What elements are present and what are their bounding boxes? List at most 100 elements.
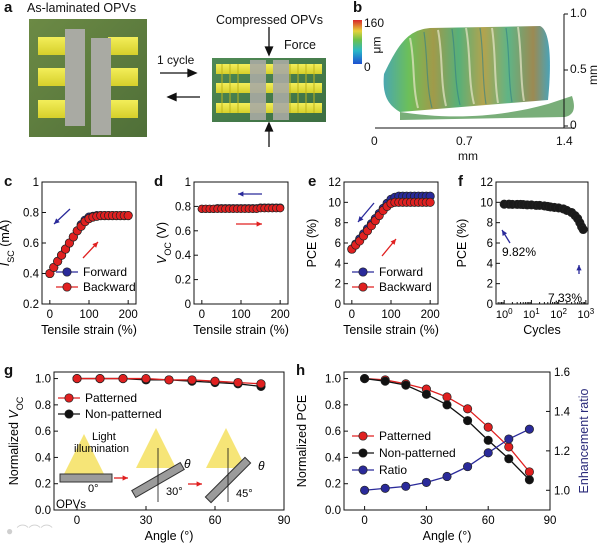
angle-label-0: 0° <box>88 483 99 495</box>
colorbar-tick-160: 160 <box>364 16 385 30</box>
y-axis-label: ISC (mA) <box>0 220 16 267</box>
legend-marker <box>358 282 368 292</box>
data-point <box>421 389 431 399</box>
legend-label: Patterned <box>85 391 137 405</box>
y-tick-label: 0.6 <box>35 426 51 438</box>
y-tick-label: 0.4 <box>175 250 192 262</box>
data-point <box>95 374 105 384</box>
b-ytick-05: 0.5 <box>570 62 587 76</box>
data-point <box>578 224 588 235</box>
y-tick-label: 0.8 <box>35 400 51 412</box>
y-tick-label: 6 <box>335 238 341 250</box>
data-point <box>425 197 435 207</box>
theta-label-45: θ <box>258 459 265 473</box>
data-point <box>360 485 370 495</box>
annotation-end: 7.33% <box>548 291 582 305</box>
panel-label-b: b <box>353 0 363 16</box>
y2-tick-label: 1.2 <box>554 446 570 458</box>
y-tick-label: 0.8 <box>325 400 341 412</box>
x-tick-label: 0 <box>199 309 205 321</box>
legend-marker <box>358 448 368 458</box>
y2-axis-label: Enhancement ratio <box>577 388 591 493</box>
x-tick-label: 103 <box>577 307 594 322</box>
y-tick-label: 0 <box>487 299 493 311</box>
x-axis-label: Tensile strain (%) <box>193 323 289 337</box>
data-point <box>118 374 128 384</box>
y-tick-label: 0.6 <box>175 226 191 238</box>
x-axis-label: Tensile strain (%) <box>343 323 439 337</box>
x-tick-label: 60 <box>482 515 495 527</box>
y-tick-label: 1 <box>33 177 39 189</box>
surface-topography-3d <box>353 13 574 129</box>
light-beam <box>64 434 104 474</box>
annotation-start: 9.82% <box>502 245 536 259</box>
b-ytick-0: 0 <box>570 118 577 132</box>
step-arrow-1-head <box>122 475 128 481</box>
x-tick-label: 100 <box>79 309 98 321</box>
plot-frame <box>193 181 289 305</box>
y-tick-label: 10 <box>328 197 341 209</box>
legend-label: Ratio <box>379 463 407 477</box>
data-point <box>442 471 452 482</box>
x-tick-label: 30 <box>420 515 433 527</box>
y-tick-label: 0.2 <box>325 479 341 491</box>
legend-label: Backward <box>379 280 432 294</box>
data-point <box>256 379 266 389</box>
data-point <box>401 481 411 491</box>
opv-label: OPVs <box>56 499 86 511</box>
data-point <box>442 400 452 410</box>
y-tick-label: 0.2 <box>23 299 39 311</box>
compressed-device <box>212 58 326 122</box>
chart-voc-vs-strain: 0 100 200 0 0.2 0.4 0.6 0.8 1 Tensile strain (%) V… <box>155 177 290 337</box>
panel-label-d: d <box>154 173 164 190</box>
y-tick-label: 0.4 <box>325 452 342 464</box>
y-tick-label: 8 <box>335 218 341 230</box>
light-beam <box>136 428 176 468</box>
x-tick-label: 101 <box>523 307 540 322</box>
y-axis-label: PCE (%) <box>305 219 319 268</box>
colorbar <box>353 20 362 64</box>
data-point <box>210 376 220 386</box>
legend-marker <box>64 393 74 403</box>
colorbar-tick-0: 0 <box>364 60 371 74</box>
b-yunit: mm <box>586 65 600 85</box>
data-point <box>483 448 493 458</box>
cycle-arrows <box>160 68 200 102</box>
forward-arrow-head <box>54 218 60 224</box>
y-axis-label: Normalized VOC <box>7 396 25 485</box>
panel-label-f: f <box>458 173 463 190</box>
y-tick-label: 6 <box>487 238 493 250</box>
y-tick-label: 0.2 <box>35 479 51 491</box>
angle-label-45: 45° <box>236 488 253 500</box>
panel-label-e: e <box>308 173 317 190</box>
y-axis-label: Normalized PCE <box>295 395 309 487</box>
legend-marker <box>64 409 74 419</box>
backward-arrow-head <box>390 239 396 245</box>
x-tick-label: 100 <box>231 309 250 321</box>
y-tick-label: 2 <box>487 279 493 291</box>
b-xtick-07: 0.7 <box>456 134 473 148</box>
legend-label: Forward <box>379 265 423 279</box>
legend-label: Backward <box>83 280 136 294</box>
force-arrows <box>264 27 274 147</box>
x-tick-label: 0 <box>74 515 80 527</box>
x-tick-label: 90 <box>544 515 557 527</box>
illumination-label-1: Light <box>92 431 116 443</box>
x-tick-label: 200 <box>119 309 138 321</box>
y-tick-label: 12 <box>328 177 341 189</box>
legend-label: Patterned <box>379 429 431 443</box>
y2-tick-label: 1.6 <box>554 367 570 379</box>
theta-label-30: θ <box>184 457 191 471</box>
data-point <box>380 483 390 493</box>
b-xtick-0: 0 <box>371 134 378 148</box>
data-point <box>504 434 514 444</box>
end-arrow-head <box>576 265 582 271</box>
data-point <box>380 376 390 386</box>
data-point <box>463 416 473 426</box>
y-tick-label: 1 <box>185 177 191 189</box>
y-tick-label: 0 <box>335 299 341 311</box>
x-tick-label: 0 <box>361 515 367 527</box>
x-tick-label: 60 <box>209 515 222 527</box>
legend-label: Non-patterned <box>379 446 456 460</box>
y-tick-label: 4 <box>335 258 342 270</box>
